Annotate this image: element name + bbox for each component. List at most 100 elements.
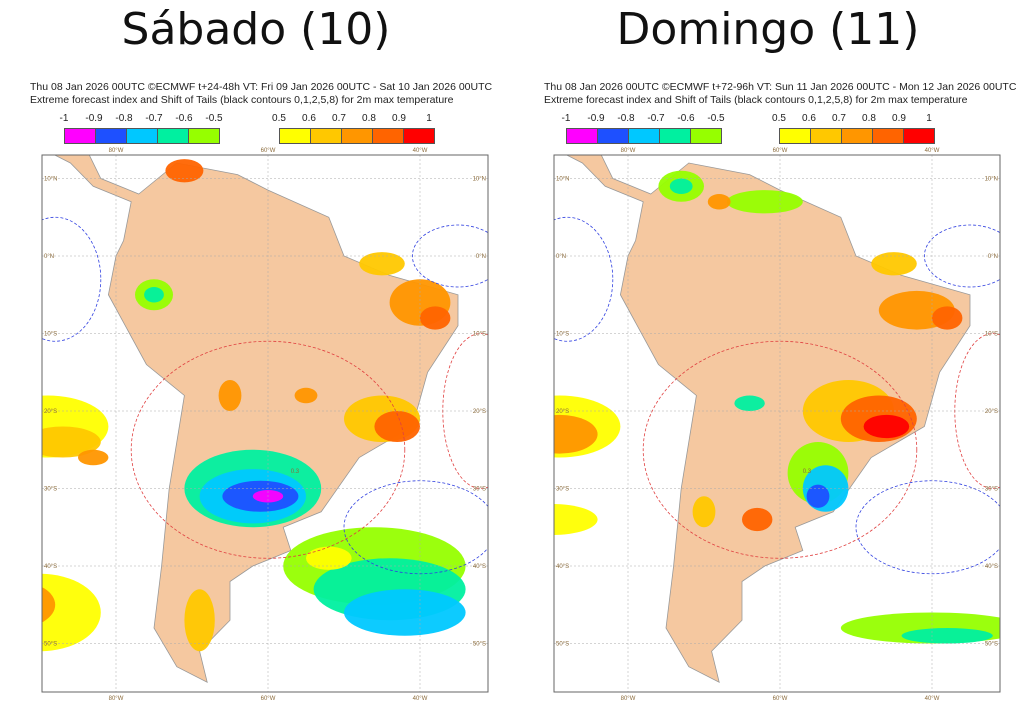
efi-contour <box>554 216 614 342</box>
efi-region <box>294 387 318 404</box>
efi-region <box>359 252 405 276</box>
legend-swatch <box>64 128 95 144</box>
legend-tick: 0.9 <box>892 113 906 124</box>
lat-label: 10°N <box>44 177 57 183</box>
efi-region <box>554 414 598 454</box>
efi-region <box>306 546 352 570</box>
efi-region <box>344 589 466 636</box>
legend-tick: -0.7 <box>145 113 163 124</box>
legend-tick: -0.8 <box>115 113 133 124</box>
efi-contour <box>130 340 406 559</box>
legend-tick: 1 <box>926 113 932 124</box>
lat-label: 30°S <box>985 487 998 493</box>
legend-swatch <box>810 128 841 144</box>
lat-label: 10°S <box>556 332 569 338</box>
contour-label: 0.3 <box>803 469 812 475</box>
efi-contour <box>412 224 488 288</box>
legend-tick: 0.5 <box>272 113 286 124</box>
efi-region <box>734 395 765 411</box>
header-line-1: Thu 08 Jan 2026 00UTC ©ECMWF t+24-48h VT… <box>30 81 493 93</box>
legend-tick: 0.8 <box>362 113 376 124</box>
map-layers <box>554 155 1000 692</box>
legend-tick: 0.5 <box>772 113 786 124</box>
south-america-landmass <box>565 155 971 684</box>
title-sunday: Domingo (11) <box>616 4 920 55</box>
legend-swatch <box>403 128 435 144</box>
legend-tick: -0.9 <box>85 113 103 124</box>
lat-label: 10°S <box>473 332 486 338</box>
map-header: Thu 08 Jan 2026 00UTC ©ECMWF t+72-96h VT… <box>544 81 1016 107</box>
legend-tick: -0.5 <box>707 113 725 124</box>
lon-label: 80°W <box>621 696 636 702</box>
efi-region <box>742 507 773 532</box>
lat-label: 30°S <box>556 487 569 493</box>
lon-label: 80°W <box>109 148 124 154</box>
lat-label: 20°S <box>556 409 569 415</box>
lat-label: 0°N <box>556 254 566 260</box>
efi-region <box>863 414 910 439</box>
lon-label: 60°W <box>261 696 276 702</box>
legend-swatch <box>659 128 690 144</box>
efi-region <box>0 589 25 620</box>
legend-swatch <box>310 128 341 144</box>
legend-tick: 0.7 <box>832 113 846 124</box>
lon-label: 40°W <box>925 148 940 154</box>
lon-label: 60°W <box>773 148 788 154</box>
map-layers <box>0 155 488 692</box>
lat-label: 10°S <box>44 332 57 338</box>
legend-tick: 0.7 <box>332 113 346 124</box>
legend-swatch <box>95 128 126 144</box>
legend-swatch <box>903 128 935 144</box>
efi-region <box>374 411 421 442</box>
lat-label: 50°S <box>556 642 569 648</box>
legend-tick: -1 <box>561 113 571 124</box>
legend-tick: -0.6 <box>677 113 695 124</box>
efi-region <box>554 504 598 535</box>
lat-label: 10°N <box>985 177 998 183</box>
lon-label: 60°W <box>261 148 276 154</box>
lat-label: 50°S <box>44 642 57 648</box>
legend-swatch <box>372 128 403 144</box>
lat-label: 0°N <box>476 254 486 260</box>
lon-label: 60°W <box>773 696 788 702</box>
legend-swatch <box>279 128 310 144</box>
efi-contour <box>642 340 918 559</box>
lat-label: 30°S <box>473 487 486 493</box>
legend-tick: -1 <box>59 113 69 124</box>
legend-positive: 0.5 0.6 0.7 0.8 0.9 1 <box>772 113 935 144</box>
legend-swatch <box>690 128 722 144</box>
efi-region <box>669 178 693 194</box>
efi-region <box>165 159 204 183</box>
legend-tick: -0.9 <box>587 113 605 124</box>
lat-label: 20°S <box>44 409 57 415</box>
legend-swatch <box>341 128 372 144</box>
legend-swatch <box>597 128 628 144</box>
efi-region <box>871 252 917 276</box>
legend-swatch <box>779 128 810 144</box>
efi-contour <box>924 224 1000 288</box>
efi-region <box>901 628 993 644</box>
lat-label: 10°N <box>473 177 486 183</box>
title-saturday: Sábado (10) <box>121 4 391 55</box>
legend-swatch <box>841 128 872 144</box>
efi-region <box>420 306 451 330</box>
map-frame <box>553 154 1001 693</box>
efi-region <box>707 194 731 210</box>
lat-label: 0°N <box>988 254 998 260</box>
legend-positive: 0.5 0.6 0.7 0.8 0.9 1 <box>272 113 435 144</box>
header-line-2: Extreme forecast index and Shift of Tail… <box>30 94 454 106</box>
lat-label: 10°N <box>556 177 569 183</box>
legend-swatch <box>157 128 188 144</box>
lat-label: 40°S <box>44 564 57 570</box>
lon-label: 40°W <box>413 696 428 702</box>
efi-region <box>78 449 109 466</box>
efi-region <box>932 306 963 330</box>
legend-swatch <box>628 128 659 144</box>
legend-tick: -0.6 <box>175 113 193 124</box>
lat-label: 50°S <box>473 642 486 648</box>
legend-negative: -1 -0.9 -0.8 -0.7 -0.6 -0.5 <box>60 113 223 144</box>
efi-contour <box>42 216 102 342</box>
legend-tick: 0.6 <box>802 113 816 124</box>
lat-label: 40°S <box>985 564 998 570</box>
map-frame <box>41 154 489 693</box>
